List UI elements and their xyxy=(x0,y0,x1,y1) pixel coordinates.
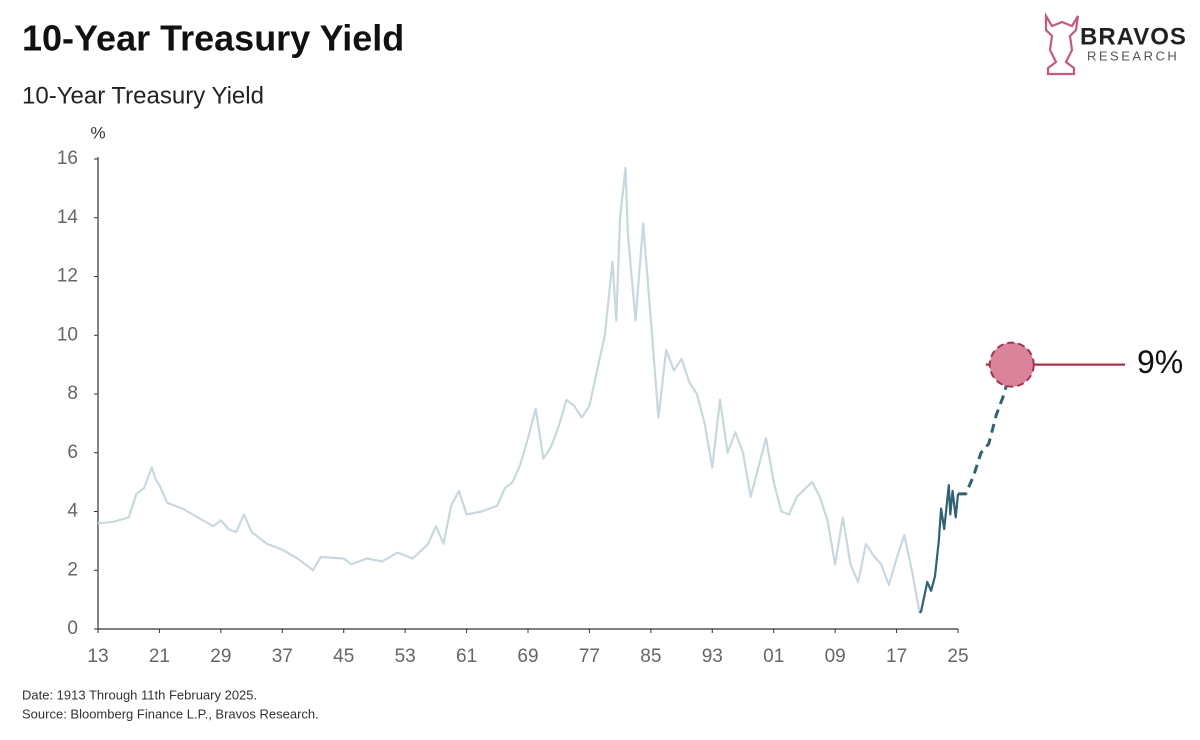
x-tick-label: 13 xyxy=(87,646,108,667)
logo-tagline: RESEARCH xyxy=(1087,48,1179,63)
y-tick-label: 14 xyxy=(57,207,79,228)
footnote: Date: 1913 Through 11th February 2025. xyxy=(22,687,257,702)
x-tick-label: 61 xyxy=(456,646,477,667)
x-tick-label: 45 xyxy=(333,646,354,667)
yield-line xyxy=(97,166,921,613)
y-axis-unit: % xyxy=(90,123,105,142)
x-tick-label: 21 xyxy=(149,646,170,667)
y-tick-label: 4 xyxy=(67,501,78,522)
y-tick-label: 6 xyxy=(67,442,78,463)
x-tick-label: 53 xyxy=(395,646,416,667)
x-tick-label: 01 xyxy=(763,646,784,667)
x-tick-label: 09 xyxy=(825,646,846,667)
x-tick-label: 69 xyxy=(517,646,538,667)
y-tick-label: 12 xyxy=(57,266,78,287)
logo-icon xyxy=(1044,12,1080,76)
x-tick-label: 85 xyxy=(640,646,661,667)
footnote: Source: Bloomberg Finance L.P., Bravos R… xyxy=(22,706,319,721)
target-label: 9% xyxy=(1137,344,1183,380)
y-tick-label: 0 xyxy=(67,618,78,639)
y-tick-label: 2 xyxy=(67,559,78,580)
logo: BRAVOS RESEARCH xyxy=(1044,12,1187,76)
logo-name: BRAVOS xyxy=(1080,23,1187,50)
y-tick-label: 8 xyxy=(67,383,78,404)
chart-title: 10-Year Treasury Yield xyxy=(22,18,404,59)
x-tick-label: 25 xyxy=(947,646,968,667)
y-tick-label: 16 xyxy=(57,148,78,169)
x-tick-label: 93 xyxy=(702,646,723,667)
projection-line xyxy=(958,364,1014,496)
target-marker xyxy=(988,341,1035,388)
x-tick-label: 37 xyxy=(272,646,293,667)
x-tick-label: 77 xyxy=(579,646,600,667)
x-tick-label: 17 xyxy=(886,646,907,667)
yield-line xyxy=(918,484,960,614)
chart-subtitle: 10-Year Treasury Yield xyxy=(22,82,264,109)
y-tick-label: 10 xyxy=(57,324,78,345)
x-tick-label: 29 xyxy=(210,646,231,667)
